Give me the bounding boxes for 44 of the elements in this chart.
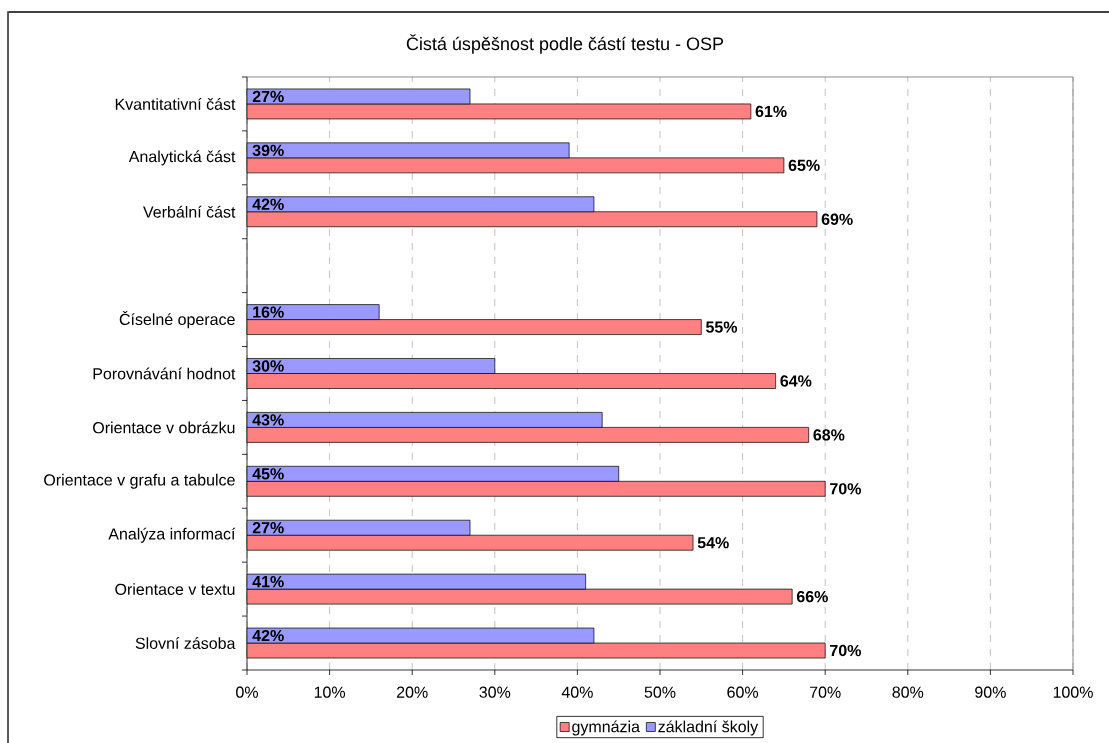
x-tick-label: 40%	[561, 686, 593, 698]
x-tick-label: 50%	[644, 686, 676, 698]
data-label: 54%	[697, 537, 729, 549]
data-label: 41%	[252, 575, 284, 588]
x-tick-label: 100%	[1053, 686, 1093, 698]
data-label: 69%	[821, 213, 853, 225]
y-tick-label: Slovní zásoba	[135, 637, 236, 649]
chart-title: Čistá úspěšnost podle částí testu - OSP	[406, 34, 724, 54]
data-label: 45%	[252, 468, 284, 480]
data-label: 64%	[780, 375, 812, 387]
x-tick-label: 10%	[314, 686, 346, 698]
x-tick-label: 20%	[396, 686, 428, 698]
y-tick-label: Orientace v grafu a tabulce	[44, 473, 235, 489]
y-tick-label: Číselné operace	[119, 310, 235, 329]
x-tick-label: 30%	[479, 686, 511, 698]
y-tick-label: Analýza informací	[108, 527, 236, 543]
y-tick-label: Verbální část	[143, 205, 236, 218]
data-label: 39%	[252, 144, 284, 157]
data-label: 66%	[796, 590, 828, 603]
y-tick-label: Orientace v textu	[115, 583, 235, 595]
x-tick-label: 0%	[236, 686, 258, 698]
y-tick-label: Orientace v obrázku	[93, 421, 235, 434]
data-label: 42%	[252, 629, 284, 642]
data-label: 70%	[830, 483, 861, 495]
data-label: 65%	[788, 159, 820, 172]
data-label: 70%	[830, 644, 861, 657]
x-tick-label: 90%	[975, 686, 1006, 698]
y-tick-label: Kvantitativní část	[115, 97, 236, 110]
data-label: 30%	[252, 360, 284, 372]
data-label: 42%	[252, 198, 284, 210]
data-label: 27%	[252, 522, 284, 534]
data-label: 16%	[253, 306, 284, 318]
y-tick-label: Analytická část	[128, 150, 236, 166]
data-label: 43%	[252, 414, 284, 426]
data-label: 68%	[813, 429, 845, 441]
data-label: 55%	[705, 321, 738, 333]
x-tick-label: 70%	[810, 686, 841, 698]
y-tick-label: Porovnávání hodnot	[93, 367, 236, 380]
data-label: 61%	[755, 105, 787, 118]
x-tick-label: 80%	[892, 686, 924, 698]
x-tick-label: 60%	[727, 686, 759, 698]
legend-label: gymnázia	[572, 720, 640, 736]
legend-label: základní školy	[658, 720, 759, 736]
data-label: 27%	[252, 90, 284, 103]
